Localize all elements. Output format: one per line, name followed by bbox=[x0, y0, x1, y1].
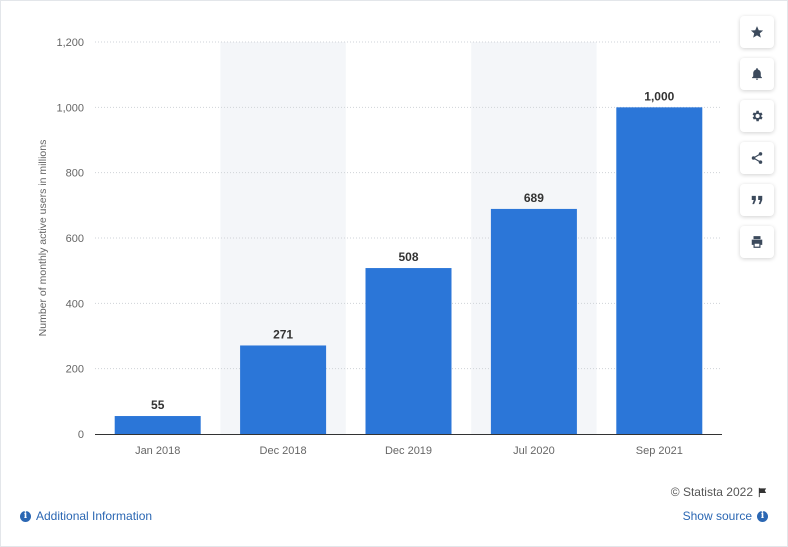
y-tick-label: 800 bbox=[66, 168, 84, 180]
settings-button[interactable] bbox=[740, 100, 774, 132]
y-tick-label: 600 bbox=[66, 233, 84, 245]
bar-value-label: 271 bbox=[273, 327, 293, 341]
bar[interactable] bbox=[240, 345, 327, 434]
share-button[interactable] bbox=[740, 142, 774, 174]
y-tick-label: 0 bbox=[78, 429, 84, 441]
additional-information-link[interactable]: i Additional Information bbox=[20, 509, 152, 523]
cite-button[interactable] bbox=[740, 184, 774, 216]
bar[interactable] bbox=[490, 208, 577, 434]
x-tick-label: Jan 2018 bbox=[135, 445, 180, 457]
copyright-text: © Statista 2022 bbox=[670, 485, 753, 499]
notification-button[interactable] bbox=[740, 58, 774, 90]
x-tick-label: Sep 2021 bbox=[636, 445, 683, 457]
print-icon bbox=[751, 236, 763, 248]
star-icon bbox=[750, 26, 764, 38]
quote-icon bbox=[751, 195, 763, 205]
bar-value-label: 508 bbox=[398, 250, 418, 264]
bar-value-label: 689 bbox=[524, 191, 544, 205]
y-tick-label: 1,000 bbox=[56, 102, 84, 114]
x-tick-label: Dec 2019 bbox=[385, 445, 432, 457]
show-source-link[interactable]: Show source i bbox=[683, 509, 768, 523]
bar-value-label: 1,000 bbox=[644, 89, 674, 103]
share-icon bbox=[751, 152, 763, 164]
bar[interactable] bbox=[616, 107, 703, 434]
bell-icon bbox=[752, 68, 762, 80]
y-tick-label: 400 bbox=[66, 298, 84, 310]
favorite-button[interactable] bbox=[740, 16, 774, 48]
flag-icon bbox=[758, 487, 767, 497]
additional-information-label: Additional Information bbox=[36, 509, 153, 523]
bar[interactable] bbox=[365, 268, 452, 434]
bar-value-label: 55 bbox=[151, 398, 165, 412]
info-icon: i bbox=[20, 510, 31, 522]
info-icon: i bbox=[757, 510, 768, 522]
x-tick-label: Dec 2018 bbox=[260, 445, 307, 457]
print-button[interactable] bbox=[740, 226, 774, 258]
y-tick-label: 1,200 bbox=[56, 37, 84, 49]
bar[interactable] bbox=[114, 416, 201, 434]
x-tick-label: Jul 2020 bbox=[513, 445, 555, 457]
gear-icon bbox=[752, 110, 763, 122]
copyright-notice: © Statista 2022 bbox=[671, 485, 768, 499]
show-source-label: Show source bbox=[682, 509, 752, 523]
y-tick-label: 200 bbox=[66, 364, 84, 376]
y-axis-title: Number of monthly active users in millio… bbox=[37, 140, 49, 337]
